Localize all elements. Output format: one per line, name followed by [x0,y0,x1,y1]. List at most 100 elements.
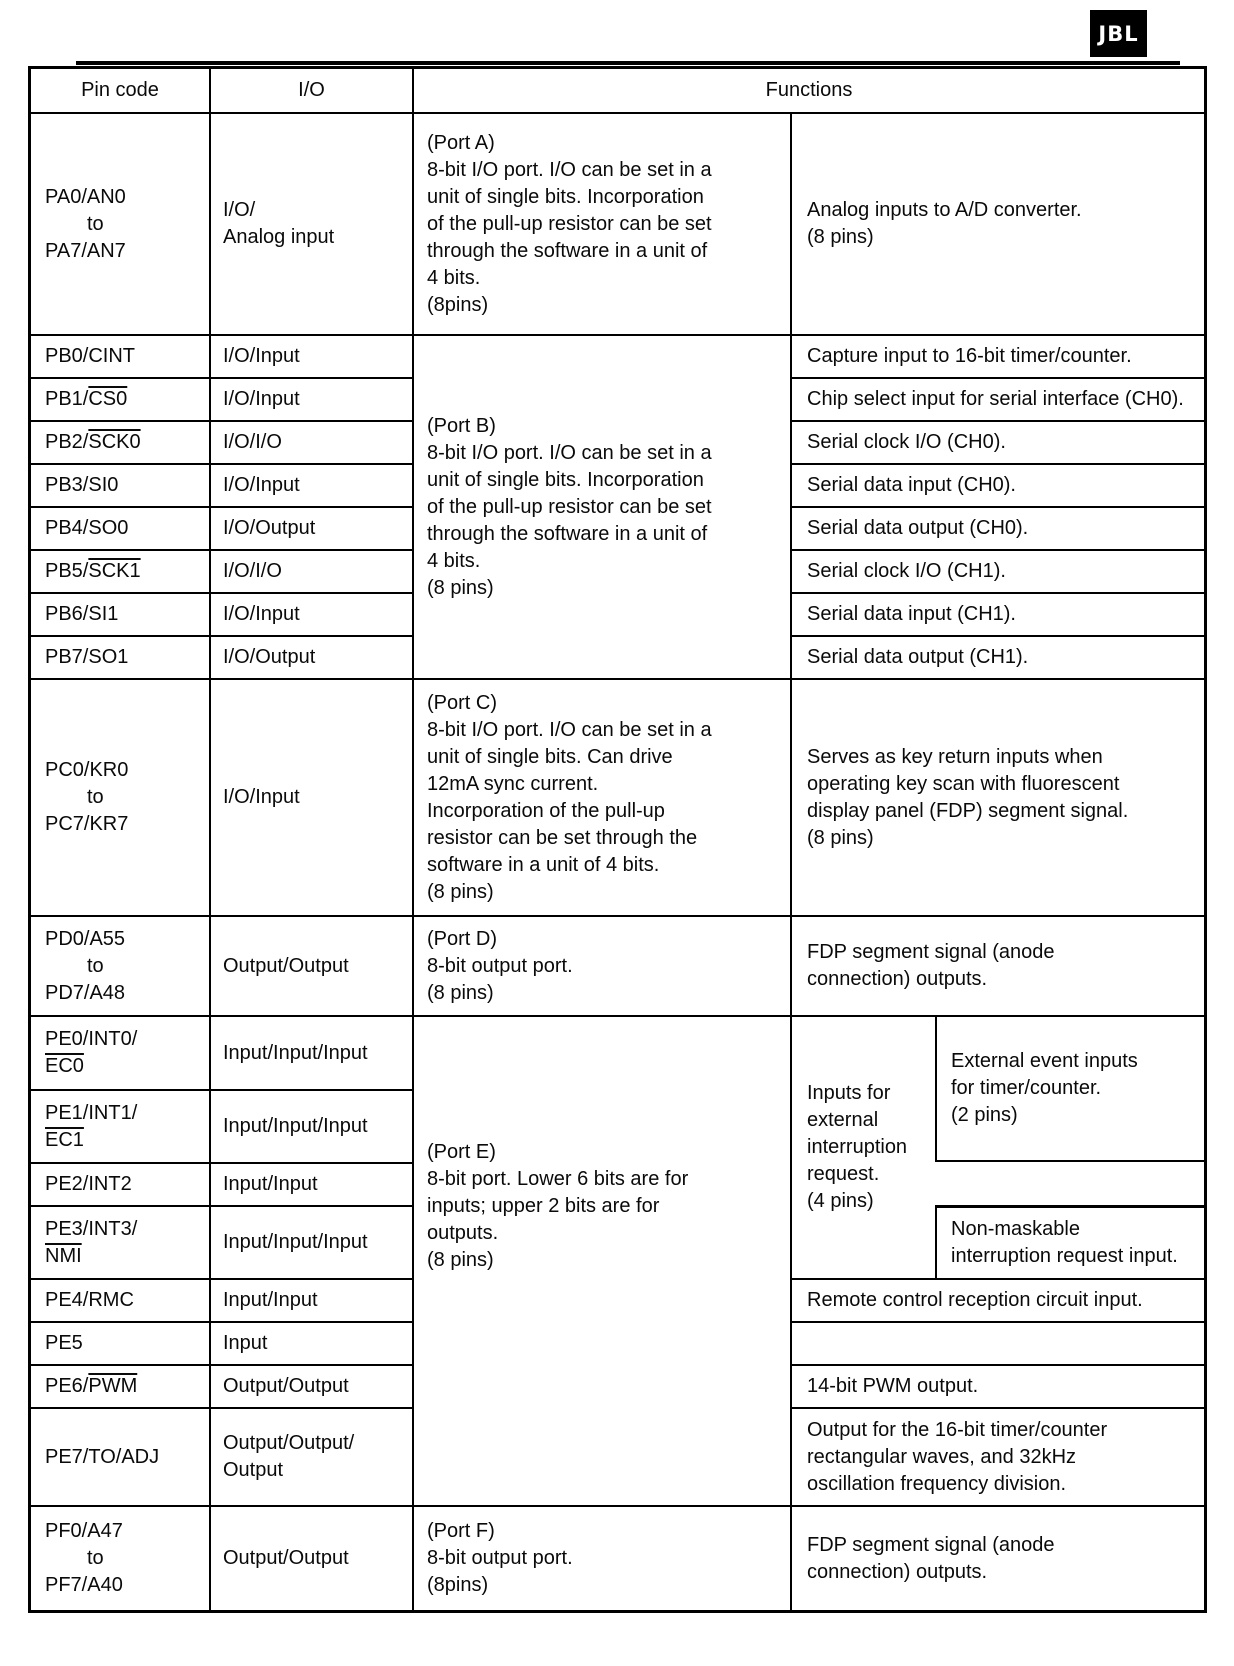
io-cell-pb5: I/O/I/O [211,551,414,594]
pin-range-to: to [87,1547,104,1569]
pin-label-overline: SCK1 [88,560,141,582]
io-cell-port-f: Output/Output [211,1507,414,1610]
pin-label: PE5 [45,1332,83,1354]
function-pe-external-event: External event inputs for timer/counter.… [935,1017,1204,1162]
pin-label: PC0/KR0 [45,759,129,781]
io-cell-pb2: I/O/I/O [211,422,414,465]
pin-cell-pe5: PE5 [31,1323,211,1366]
pin-label: PE4/RMC [45,1289,134,1311]
pin-cell-pb4: PB4/SO0 [31,508,211,551]
pin-label: PB7/SO1 [45,646,129,668]
pin-label: PB5/ [45,560,89,582]
pin-cell-port-a: PA0/AN0 to PA7/AN7 [31,114,211,336]
pin-range-to: to [87,954,104,977]
description-port-a: (Port A) 8-bit I/O port. I/O can be set … [414,114,792,336]
header-rule [76,61,1180,65]
pin-label: PE7/TO/ADJ [45,1445,160,1468]
pin-cell-port-c: PC0/KR0 to PC7/KR7 [31,680,211,917]
function-pb0: Capture input to 16-bit timer/counter. [792,336,1204,379]
function-port-c: Serves as key return inputs when operati… [792,680,1204,917]
pin-label: PC7/KR7 [45,813,129,835]
pin-cell-pe0: PE0/INT0/ EC0 [31,1017,211,1091]
description-port-e: (Port E) 8-bit port. Lower 6 bits are fo… [414,1017,792,1507]
function-pb2: Serial clock I/O (CH0). [792,422,1204,465]
pin-label-overline: CS0 [88,388,128,410]
header-cell-functions: Functions [414,69,1204,114]
io-cell-pe1: Input/Input/Input [211,1091,414,1164]
pin-label: PE3/INT3/ [45,1217,138,1240]
io-cell-pb0: I/O/Input [211,336,414,379]
description-port-c: (Port C) 8-bit I/O port. I/O can be set … [414,680,792,917]
pin-range-to: to [87,786,104,808]
pin-cell-pb7: PB7/SO1 [31,637,211,680]
io-cell-pb1: I/O/Input [211,379,414,422]
function-pe-nmi: Non-maskable interruption request input. [935,1205,1204,1278]
pin-cell-pb3: PB3/SI0 [31,465,211,508]
io-cell-pb3: I/O/Input [211,465,414,508]
pin-label: PB0/CINT [45,345,136,367]
pin-label-overline: EC1 [45,1128,84,1151]
io-cell-port-d: Output/Output [211,917,414,1017]
function-pb1: Chip select input for serial interface (… [792,379,1204,422]
pin-label: PF0/A47 [45,1520,123,1542]
pin-cell-pb2: PB2/SCK0 [31,422,211,465]
io-cell-pb6: I/O/Input [211,594,414,637]
pin-cell-pb6: PB6/SI1 [31,594,211,637]
pin-label: PA7/AN7 [45,239,126,262]
pin-label: PE0/INT0/ [45,1028,138,1050]
pin-function-table: Pin code I/O Functions PA0/AN0 to PA7/AN… [28,66,1207,1613]
function-pe5-empty [792,1323,1204,1366]
pin-cell-pe3: PE3/INT3/ NMI [31,1207,211,1280]
description-port-b: (Port B) 8-bit I/O port. I/O can be set … [414,336,792,680]
description-port-f: (Port F) 8-bit output port. (8pins) [414,1507,792,1610]
io-cell-pe3: Input/Input/Input [211,1207,414,1280]
io-cell-pe5: Input [211,1323,414,1366]
io-cell-port-c: I/O/Input [211,680,414,917]
function-port-f: FDP segment signal (anode connection) ou… [807,1533,1055,1583]
function-pe4-remote: Remote control reception circuit input. [792,1280,1204,1323]
pin-cell-pe7: PE7/TO/ADJ [31,1409,211,1507]
header-cell-io: I/O [211,69,414,114]
function-pe-nested-boxes: External event inputs for timer/counter.… [935,1017,1204,1280]
io-cell-pb7: I/O/Output [211,637,414,680]
pin-cell-port-f: PF0/A47 to PF7/A40 [31,1507,211,1610]
pin-label: PB4/SO0 [45,517,129,539]
function-port-a: Analog inputs to A/D converter. (8 pins) [792,114,1204,336]
pin-cell-pe6: PE6/PWM [31,1366,211,1409]
io-cell-pe6: Output/Output [211,1366,414,1409]
pin-label: PE2/INT2 [45,1173,132,1195]
pin-cell-pb0: PB0/CINT [31,336,211,379]
io-cell-pe0: Input/Input/Input [211,1017,414,1091]
io-cell-port-a: I/O/ Analog input [211,114,414,336]
io-cell-pe7: Output/Output/ Output [211,1409,414,1507]
function-pb3: Serial data input (CH0). [792,465,1204,508]
pin-cell-port-d: PD0/A55 to PD7/A48 [31,917,211,1017]
pin-label: PB1/ [45,388,89,410]
pin-range-to: to [87,212,104,235]
io-cell-pb4: I/O/Output [211,508,414,551]
pin-cell-pe4: PE4/RMC [31,1280,211,1323]
function-pb5: Serial clock I/O (CH1). [792,551,1204,594]
pin-label-overline: PWM [88,1375,138,1397]
pin-cell-pe2: PE2/INT2 [31,1164,211,1207]
pin-label: PE6/ [45,1375,89,1397]
pin-label: PB6/SI1 [45,603,119,625]
pin-label: PD7/A48 [45,981,126,1004]
pin-label: PB3/SI0 [45,474,119,496]
pin-label: PB2/ [45,431,89,453]
pin-cell-pe1: PE1/INT1/ EC1 [31,1091,211,1164]
function-port-d: FDP segment signal (anode connection) ou… [792,917,1204,1017]
pin-label-overline: NMI [45,1244,82,1267]
function-pb6: Serial data input (CH1). [792,594,1204,637]
pin-cell-pb1: PB1/CS0 [31,379,211,422]
function-pe7-timer-output: Output for the 16-bit timer/counter rect… [792,1409,1204,1507]
function-pe-external-interrupt: Inputs for external interruption request… [792,1017,935,1280]
function-pb7: Serial data output (CH1). [792,637,1204,680]
pin-label-overline: SCK0 [88,431,141,453]
jbl-logo: JBL [1090,10,1147,57]
pin-label: PA0/AN0 [45,185,126,208]
pin-label: PF7/A40 [45,1574,123,1596]
function-pe6-pwm: 14-bit PWM output. [792,1366,1204,1409]
header-cell-pin-code: Pin code [31,69,211,114]
pin-label: PE1/INT1/ [45,1101,138,1124]
